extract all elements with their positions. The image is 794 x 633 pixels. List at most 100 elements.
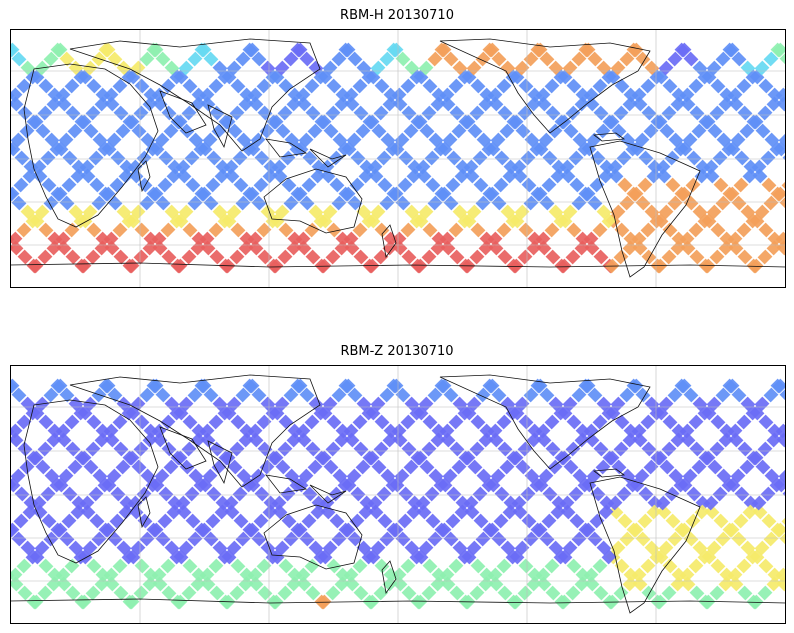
swath-segment (382, 96, 398, 112)
swath-segment (340, 378, 356, 394)
swath-segment (733, 513, 749, 529)
swath-segment (569, 177, 585, 193)
swath-segment (152, 432, 168, 448)
swath-segment (47, 423, 63, 439)
swath-segment (104, 576, 120, 592)
swath-segment (304, 558, 320, 574)
swath-segment (527, 231, 543, 247)
swath-segment (439, 231, 455, 247)
swath-segment (514, 396, 530, 412)
swath-segment (134, 78, 150, 94)
swath-segment (727, 567, 743, 583)
swath-segment (593, 441, 609, 457)
swath-segment (289, 141, 305, 157)
swath-segment (353, 249, 369, 265)
swath-segment (574, 432, 590, 448)
swath-segment (17, 249, 33, 265)
swath-segment (598, 504, 614, 520)
swath-segment (161, 249, 177, 265)
swath-segment (10, 87, 23, 103)
swath-segment (155, 195, 171, 211)
swath-segment (734, 486, 750, 502)
swath-segment (391, 423, 407, 439)
swath-segment (157, 513, 173, 529)
swath-segment (448, 414, 464, 430)
swath-segment (502, 504, 518, 520)
swath-segment (82, 60, 98, 76)
swath-segment (667, 51, 683, 67)
swath-segment (760, 150, 776, 166)
swath-segment (326, 414, 342, 430)
swath-segment (775, 87, 786, 103)
swath-segment (374, 414, 390, 430)
swath-segment (272, 504, 288, 520)
swath-segment (95, 567, 111, 583)
swath-segment (686, 150, 702, 166)
swath-segment (104, 240, 120, 256)
swath-segment (65, 441, 81, 457)
swath-segment (728, 96, 744, 112)
swath-segment (131, 123, 147, 139)
swath-segment (143, 87, 159, 103)
coastline (265, 138, 308, 158)
swath-segment (671, 231, 687, 247)
swath-segment (182, 78, 198, 94)
swath-segment (299, 51, 315, 67)
swath-segment (769, 141, 785, 157)
swath-segment (181, 585, 197, 601)
swath-segment (683, 387, 699, 403)
coastline (439, 374, 651, 470)
swath-segment (76, 594, 92, 610)
swath-segment (287, 567, 303, 583)
swath-segment (17, 585, 33, 601)
swath-segment (766, 240, 782, 256)
swath-segment (709, 585, 725, 601)
swath-segment (199, 87, 215, 103)
swath-segment (64, 558, 80, 574)
swath-segment (251, 531, 267, 547)
swath-segment (155, 531, 171, 547)
swath-segment (331, 387, 347, 403)
swath-segment (200, 96, 216, 112)
swath-segment (167, 495, 183, 511)
swath-segment (361, 213, 377, 229)
swath-segment (323, 459, 339, 475)
swath-segment (431, 87, 447, 103)
swath-segment (235, 531, 251, 547)
swath-segment (16, 222, 32, 238)
swath-segment (229, 105, 245, 121)
swath-segment (151, 231, 167, 247)
swath-segment (313, 405, 329, 421)
swath-segment (34, 540, 50, 556)
coastline (10, 598, 786, 604)
swath-segment (608, 168, 624, 184)
swath-segment (179, 459, 195, 475)
swath-segment (223, 495, 239, 511)
swath-segment (139, 51, 155, 67)
swath-segment (608, 504, 624, 520)
swath-segment (517, 441, 533, 457)
swath-segment (715, 387, 731, 403)
swath-segment (313, 213, 329, 229)
swath-segment (758, 222, 774, 238)
swath-segment (277, 441, 293, 457)
swath-segment (538, 132, 554, 148)
swath-segment (661, 249, 677, 265)
swath-segment (248, 576, 264, 592)
swath-segment (421, 441, 437, 457)
swath-segment (490, 468, 506, 484)
swath-segment (323, 123, 339, 139)
swath-segment (301, 513, 317, 529)
swath-segment (191, 423, 207, 439)
swath-segment (571, 51, 587, 67)
swath-segment (671, 567, 687, 583)
swath-segment (454, 168, 470, 184)
swath-segment (403, 459, 419, 475)
swath-segment (671, 87, 687, 103)
swath-segment (479, 423, 495, 439)
swath-segment (268, 594, 284, 610)
swath-segment (103, 423, 119, 439)
swath-segment (679, 423, 695, 439)
swath-segment (619, 387, 635, 403)
swath-segment (539, 387, 555, 403)
